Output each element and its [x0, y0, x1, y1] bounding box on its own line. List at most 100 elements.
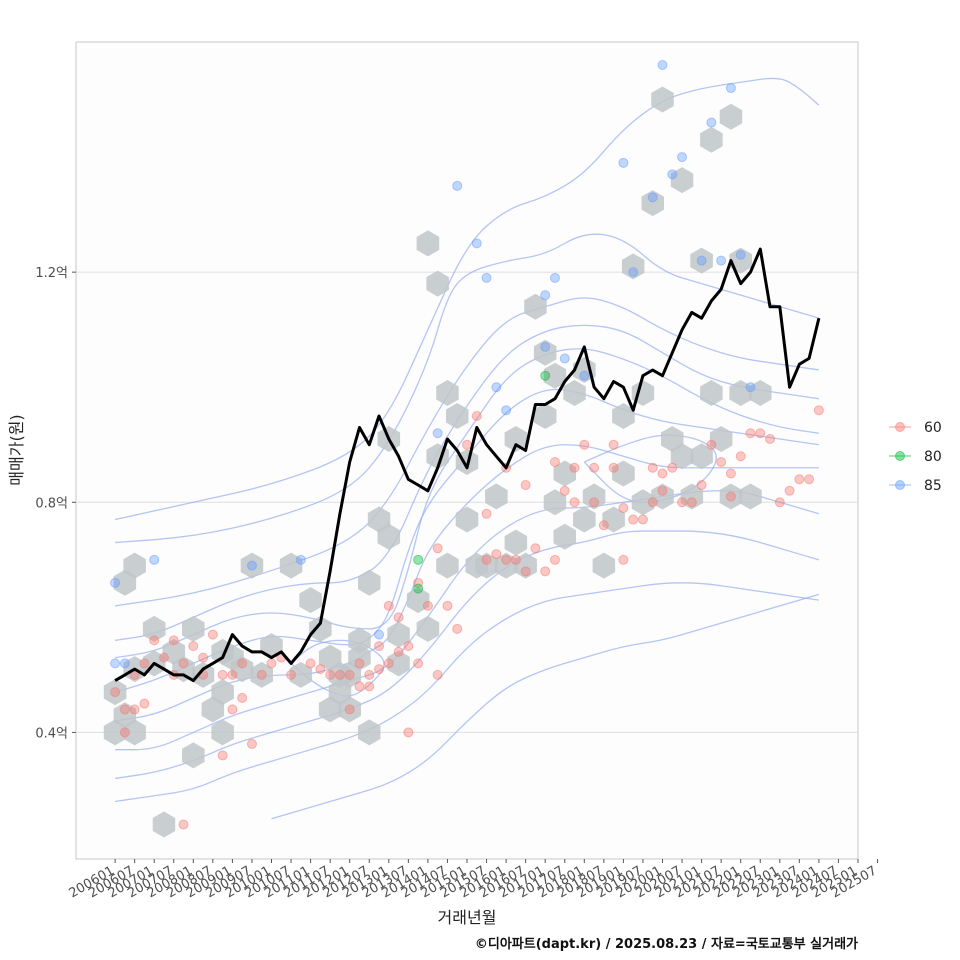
point-60-32: [344, 704, 355, 715]
point-60-98: [794, 474, 805, 485]
point-60-88: [706, 439, 717, 450]
point-60-21: [237, 692, 248, 703]
point-60-22: [237, 658, 248, 669]
hexbin-49: [436, 380, 459, 406]
point-60-8: [158, 652, 169, 663]
point-60-62: [520, 480, 531, 491]
point-60-96: [774, 497, 785, 508]
contour-c11: [271, 593, 820, 820]
hexbin-31: [328, 679, 352, 706]
point-60-11: [178, 658, 189, 669]
point-60-16: [207, 629, 218, 640]
point-60-95: [765, 433, 776, 444]
hexbin-78: [641, 190, 664, 217]
credit-text: ©디아파트(dapt.kr) / 2025.08.23 / 자료=국토교통부 실…: [474, 937, 858, 952]
point-60-61: [520, 566, 531, 577]
hexbin-21: [240, 552, 264, 579]
hexbin-58: [504, 529, 528, 556]
point-80-0: [413, 554, 424, 565]
point-80-2: [540, 370, 551, 381]
x-axis-ticks: 2006012006072007012007072008012008072009…: [67, 859, 880, 901]
point-60-39: [374, 641, 385, 652]
point-85-21: [657, 60, 668, 71]
hexbin-64: [543, 362, 567, 389]
point-60-18: [217, 750, 228, 761]
hexbin-87: [700, 380, 723, 406]
point-60-94: [755, 428, 766, 439]
point-60-66: [549, 457, 560, 468]
hexbin-46: [426, 270, 449, 297]
hexbin-94: [739, 483, 762, 510]
point-60-1: [119, 704, 130, 715]
hexbin-16: [211, 679, 234, 706]
y-tick-label-2: 1.2억: [35, 266, 68, 281]
x-axis-title: 거래년월: [438, 908, 497, 927]
point-60-48: [422, 600, 433, 611]
point-60-31: [334, 669, 345, 680]
hexbin-6: [123, 552, 146, 579]
hexbin-28: [318, 644, 342, 671]
point-60-93: [745, 428, 756, 439]
point-60-51: [442, 600, 453, 611]
point-60-40: [383, 658, 394, 669]
hexbin-27: [309, 615, 332, 642]
point-60-0: [110, 687, 121, 698]
point-60-45: [403, 727, 414, 738]
point-60-90: [725, 468, 736, 479]
hexbin-15: [201, 696, 225, 723]
point-60-25: [266, 658, 277, 669]
point-60-23: [246, 738, 257, 749]
hexbin-88: [700, 126, 723, 153]
point-60-5: [139, 658, 150, 669]
point-60-47: [413, 658, 424, 669]
hexbin-68: [573, 506, 596, 533]
y-tick-label-0: 0.4억: [35, 726, 68, 741]
hexbin-91: [719, 483, 743, 510]
hexbin-62: [533, 339, 557, 366]
hexbin-85: [690, 247, 713, 274]
hexbin-57: [504, 426, 528, 452]
hexbin-51: [455, 506, 479, 533]
point-60-37: [364, 669, 375, 680]
point-85-6: [374, 629, 385, 640]
point-60-77: [618, 554, 629, 565]
point-85-11: [491, 382, 502, 393]
hexbin-1: [103, 679, 127, 706]
point-60-87: [696, 480, 707, 491]
point-85-13: [540, 290, 551, 301]
point-60-56: [481, 508, 492, 519]
point-60-43: [393, 612, 404, 623]
median-line-layer: [114, 247, 821, 683]
point-60-12: [178, 819, 189, 830]
hexbin-34: [348, 644, 371, 671]
point-60-89: [716, 457, 727, 468]
point-60-100: [813, 405, 824, 416]
hexbin-22: [250, 661, 273, 688]
legend-swatch-60: [895, 422, 905, 432]
hexbin-71: [592, 552, 616, 579]
point-60-7: [149, 635, 160, 646]
point-60-49: [432, 669, 443, 680]
point-60-59: [501, 554, 512, 565]
contour-c10: [115, 582, 819, 803]
hexbin-41: [387, 650, 410, 677]
point-60-27: [286, 669, 297, 680]
point-60-91: [725, 491, 736, 502]
contour-c9: [115, 530, 820, 780]
point-60-75: [608, 439, 619, 450]
point-60-69: [569, 497, 580, 508]
point-60-4: [129, 704, 140, 715]
hexbin-81: [661, 426, 684, 452]
point-60-55: [481, 554, 492, 565]
contour-c5: [115, 348, 819, 659]
hexbin-61: [533, 403, 557, 429]
point-85-23: [677, 152, 688, 163]
point-60-71: [589, 497, 600, 508]
point-85-0: [110, 577, 121, 588]
point-85-9: [471, 238, 482, 249]
point-60-97: [784, 485, 795, 496]
point-60-10: [168, 635, 179, 646]
point-85-4: [246, 560, 257, 571]
point-60-82: [657, 468, 668, 479]
